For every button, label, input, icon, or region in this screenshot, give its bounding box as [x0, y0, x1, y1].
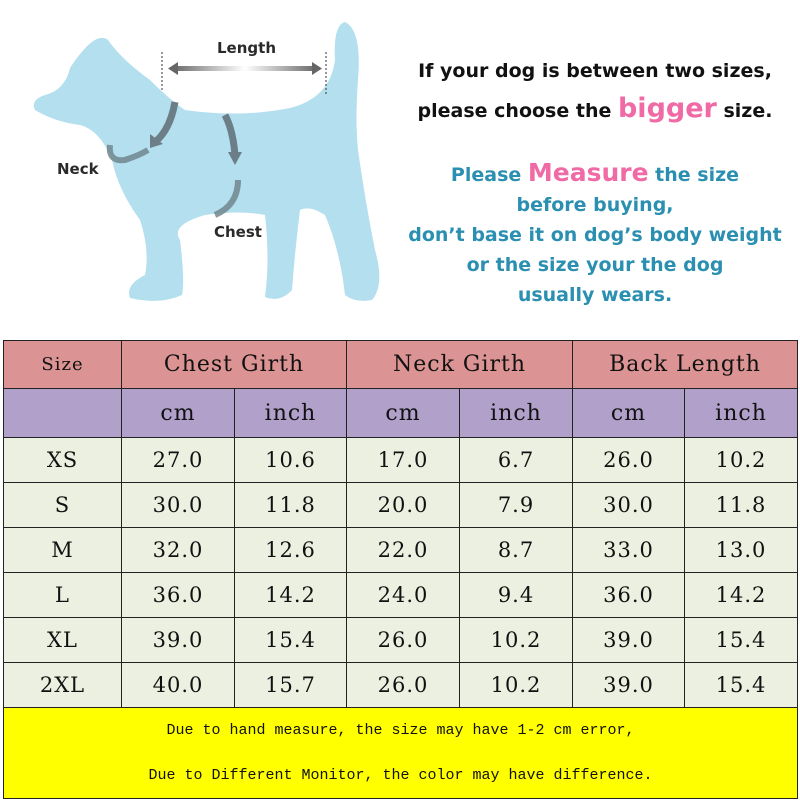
units-row: cm inch cm inch cm inch	[3, 388, 799, 438]
table-row: L 36.0 14.2 24.0 9.4 36.0 14.2	[3, 572, 799, 618]
unit-cell: cm	[346, 388, 461, 438]
value-cell: 9.4	[459, 572, 574, 618]
emphasis-measure: Measure	[527, 158, 649, 187]
text: size.	[716, 100, 773, 122]
size-cell: S	[3, 482, 122, 528]
header-neck-girth: Neck Girth	[346, 340, 574, 389]
dog-silhouette	[33, 22, 380, 301]
value-cell: 26.0	[346, 662, 461, 708]
unit-cell: inch	[459, 388, 574, 438]
text: please choose the	[417, 100, 618, 122]
header-row: Size Chest Girth Neck Girth Back Length	[3, 340, 799, 389]
chest-arrow	[221, 113, 239, 156]
value-cell: 14.2	[684, 572, 799, 618]
value-cell: 36.0	[121, 572, 235, 618]
table-row: 2XL 40.0 15.7 26.0 10.2 39.0 15.4	[3, 662, 799, 708]
advice-line: usually wears.	[517, 284, 673, 306]
units-empty	[3, 388, 122, 438]
value-cell: 22.0	[346, 527, 461, 573]
value-cell: 15.7	[233, 662, 348, 708]
footer-line: Due to hand measure, the size may have 1…	[166, 722, 635, 739]
value-cell: 12.6	[233, 527, 348, 573]
value-cell: 20.0	[346, 482, 461, 528]
advice-line: before buying,	[516, 194, 674, 216]
footer-note: Due to hand measure, the size may have 1…	[2, 707, 799, 799]
unit-cell: inch	[684, 388, 799, 438]
value-cell: 24.0	[346, 572, 461, 618]
unit-cell: inch	[233, 388, 348, 438]
value-cell: 26.0	[572, 437, 686, 483]
value-cell: 7.9	[459, 482, 574, 528]
value-cell: 15.4	[684, 617, 799, 663]
value-cell: 27.0	[121, 437, 235, 483]
value-cell: 15.4	[233, 617, 348, 663]
advice-line: don’t base it on dog’s body weight	[408, 224, 782, 246]
size-cell: XS	[3, 437, 122, 483]
size-cell: XL	[3, 617, 122, 663]
value-cell: 39.0	[572, 617, 686, 663]
header-chest-girth: Chest Girth	[120, 340, 348, 389]
footer-note-row: Due to hand measure, the size may have 1…	[2, 707, 799, 799]
value-cell: 32.0	[121, 527, 235, 573]
value-cell: 17.0	[346, 437, 461, 483]
advice-line: please choose the bigger size.	[390, 90, 800, 130]
value-cell: 6.7	[459, 437, 574, 483]
value-cell: 39.0	[121, 617, 235, 663]
value-cell: 14.2	[233, 572, 348, 618]
measure-advice: Please Measure the size before buying, d…	[390, 158, 800, 310]
length-label: Length	[217, 39, 276, 57]
value-cell: 11.8	[684, 482, 799, 528]
emphasis-bigger: bigger	[617, 93, 717, 124]
size-cell: L	[3, 572, 122, 618]
table-row: S 30.0 11.8 20.0 7.9 30.0 11.8	[3, 482, 799, 528]
unit-cell: cm	[572, 388, 686, 438]
size-cell: 2XL	[3, 662, 122, 708]
length-arrow	[172, 66, 318, 71]
value-cell: 10.2	[459, 617, 574, 663]
value-cell: 30.0	[121, 482, 235, 528]
chest-label: Chest	[214, 223, 262, 241]
size-chart-table: Size Chest Girth Neck Girth Back Length …	[2, 340, 799, 799]
value-cell: 30.0	[572, 482, 686, 528]
value-cell: 13.0	[684, 527, 799, 573]
size-cell: M	[3, 527, 122, 573]
value-cell: 33.0	[572, 527, 686, 573]
text: the size	[648, 164, 740, 186]
advice-line: Please Measure the size	[390, 158, 800, 190]
value-cell: 26.0	[346, 617, 461, 663]
advice-line: or the size your the dog	[466, 254, 724, 276]
value-cell: 15.4	[684, 662, 799, 708]
size-advice: If your dog is between two sizes, please…	[390, 52, 800, 130]
value-cell: 8.7	[459, 527, 574, 573]
unit-cell: cm	[121, 388, 235, 438]
table-row: XL 39.0 15.4 26.0 10.2 39.0 15.4	[3, 617, 799, 663]
value-cell: 39.0	[572, 662, 686, 708]
value-cell: 11.8	[233, 482, 348, 528]
header-size: Size	[3, 340, 122, 389]
value-cell: 40.0	[121, 662, 235, 708]
footer-line: Due to Different Monitor, the color may …	[148, 767, 653, 784]
value-cell: 10.2	[684, 437, 799, 483]
value-cell: 10.6	[233, 437, 348, 483]
table-row: M 32.0 12.6 22.0 8.7 33.0 13.0	[3, 527, 799, 573]
neck-label: Neck	[57, 160, 99, 178]
table-row: XS 27.0 10.6 17.0 6.7 26.0 10.2	[3, 437, 799, 483]
value-cell: 10.2	[459, 662, 574, 708]
dog-measurement-diagram	[33, 22, 380, 301]
header-back-length: Back Length	[572, 340, 799, 389]
value-cell: 36.0	[572, 572, 686, 618]
advice-line: If your dog is between two sizes,	[418, 60, 772, 82]
text: Please	[450, 164, 528, 186]
